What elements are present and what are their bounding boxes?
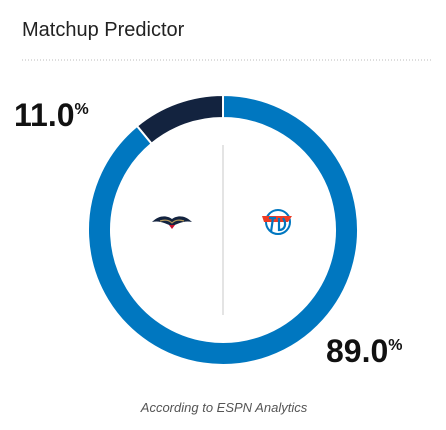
donut-segment xyxy=(87,93,359,366)
win-probability: 89.0% xyxy=(326,333,403,369)
win-probability: 11.0% xyxy=(14,97,89,133)
footnote: According to ESPN Analytics xyxy=(140,400,308,415)
chart-title: Matchup Predictor xyxy=(22,19,185,41)
home-logo xyxy=(262,209,292,235)
donut-segment xyxy=(135,93,224,146)
away-logo xyxy=(152,216,192,229)
